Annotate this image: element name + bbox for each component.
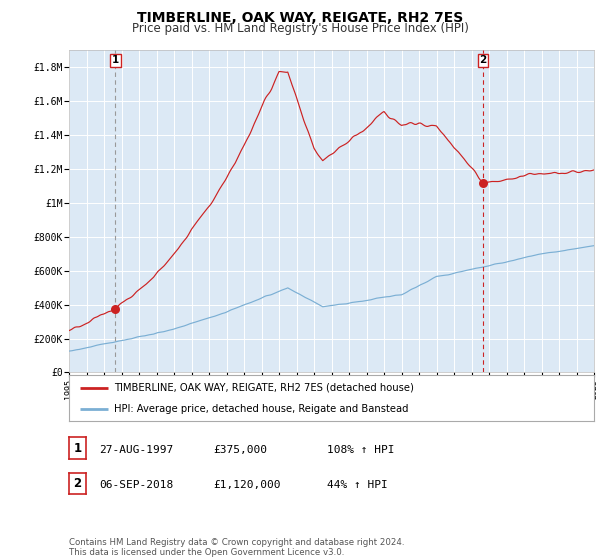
Text: 44% ↑ HPI: 44% ↑ HPI — [327, 480, 388, 490]
Text: 2: 2 — [73, 477, 82, 490]
Text: Price paid vs. HM Land Registry's House Price Index (HPI): Price paid vs. HM Land Registry's House … — [131, 22, 469, 35]
Text: 2: 2 — [479, 55, 487, 65]
Text: 1: 1 — [112, 55, 119, 65]
Text: Contains HM Land Registry data © Crown copyright and database right 2024.
This d: Contains HM Land Registry data © Crown c… — [69, 538, 404, 557]
Text: £375,000: £375,000 — [213, 445, 267, 455]
Text: 06-SEP-2018: 06-SEP-2018 — [99, 480, 173, 490]
Text: 27-AUG-1997: 27-AUG-1997 — [99, 445, 173, 455]
Text: £1,120,000: £1,120,000 — [213, 480, 281, 490]
Text: HPI: Average price, detached house, Reigate and Banstead: HPI: Average price, detached house, Reig… — [113, 404, 408, 414]
Text: TIMBERLINE, OAK WAY, REIGATE, RH2 7ES: TIMBERLINE, OAK WAY, REIGATE, RH2 7ES — [137, 11, 463, 25]
Text: 108% ↑ HPI: 108% ↑ HPI — [327, 445, 395, 455]
Text: 1: 1 — [73, 441, 82, 455]
Text: TIMBERLINE, OAK WAY, REIGATE, RH2 7ES (detached house): TIMBERLINE, OAK WAY, REIGATE, RH2 7ES (d… — [113, 382, 413, 393]
